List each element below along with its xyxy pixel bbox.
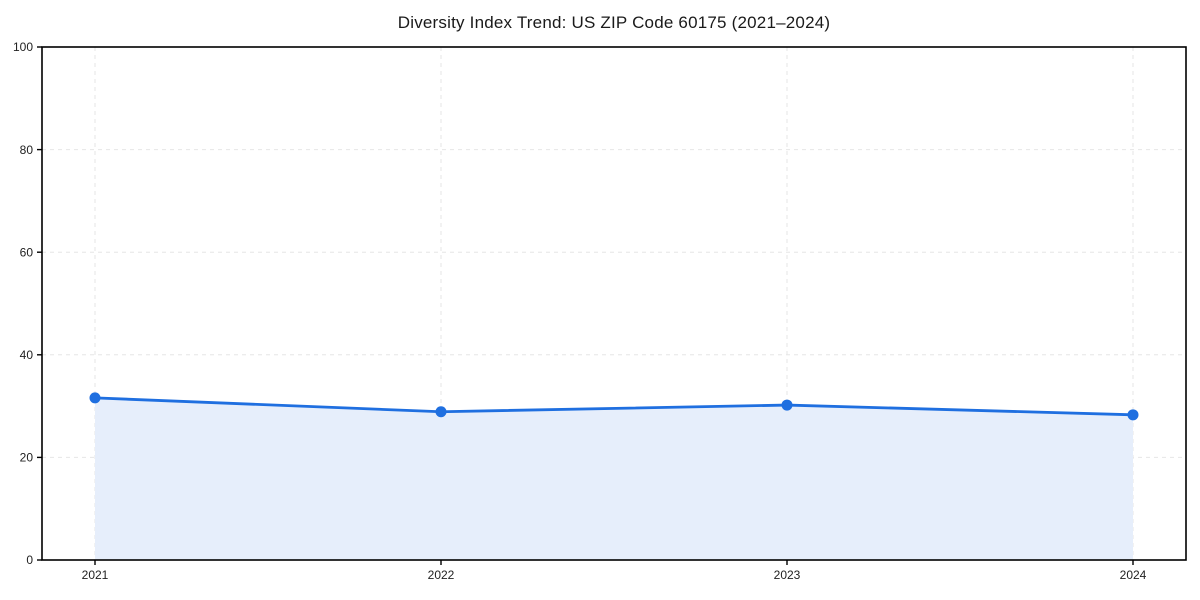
x-tick-label-2022: 2022 <box>428 568 455 582</box>
y-tick-label-80: 80 <box>20 143 34 157</box>
data-point-2023 <box>781 399 793 411</box>
plot-frame <box>41 46 1187 561</box>
x-tick-label-2023: 2023 <box>774 568 801 582</box>
data-point-2024 <box>1127 409 1139 421</box>
x-tick-label-2024: 2024 <box>1120 568 1147 582</box>
y-tick-label-60: 60 <box>20 245 34 259</box>
area-fill <box>95 397 1133 560</box>
trend-line <box>93 396 1135 417</box>
y-tick-label-100: 100 <box>13 40 33 54</box>
data-point-2022 <box>435 406 447 418</box>
x-tick-label-2021: 2021 <box>82 568 109 582</box>
chart-title: Diversity Index Trend: US ZIP Code 60175… <box>397 13 831 32</box>
y-tick-label-40: 40 <box>20 348 34 362</box>
y-tick-label-20: 20 <box>20 451 34 465</box>
y-tick-label-0: 0 <box>26 553 33 567</box>
data-point-2021 <box>89 392 101 404</box>
